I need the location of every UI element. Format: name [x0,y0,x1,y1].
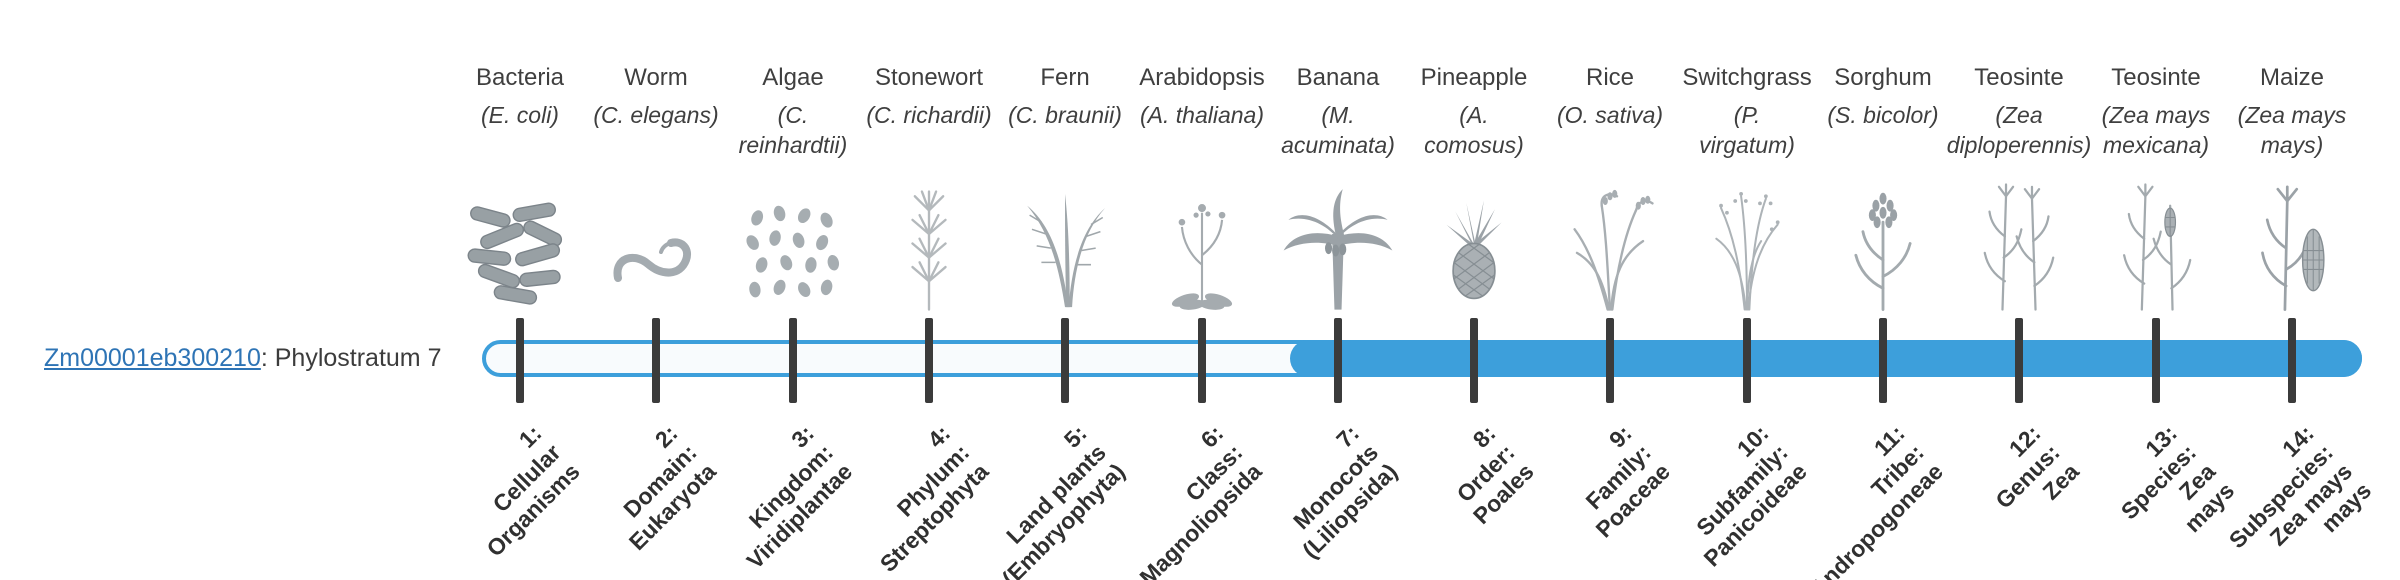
organism-scientific-name: (P. virgatum) [1699,102,1795,158]
organism-scientific-name: (Zea mays mays) [2237,102,2347,158]
organism-scientific-name: (C. reinhardtii) [738,102,848,158]
phylostratum-tick-label: 13: Species: Zea mays [2116,420,2240,538]
phylostratum-tick-label: 6: Class: Magnoliopsida [1134,420,1267,580]
organism-name: Stonewort [874,64,984,91]
organism-scientific-name: (C. richardii) [866,102,992,128]
organism-scientific-name: (S. bicolor) [1827,102,1939,128]
phylostratum-tick [1743,318,1751,403]
algae-illustration [718,172,868,312]
pineapple-illustration [1399,172,1549,312]
switchgrass-illustration [1672,172,1822,312]
fern-illustration [990,172,1140,312]
phylostratum-tick-label: 12: Genus: Zea [1990,420,2084,514]
phylostratum-tick-label: 14: Subspecies: Zea mays mays [2223,420,2376,554]
phylostratum-tick-label: 1: Cellular Organisms [481,420,585,562]
organism-scientific-name: (Zea diploperennis) [1946,102,2092,158]
phylostratum-tick [2288,318,2296,403]
phylostratum-tick-label: 7: Monocots (Liliopsida) [1288,420,1403,564]
phylostratum-tick [2152,318,2160,403]
phylostratum-tick [789,318,797,403]
phylostratum-tick [1198,318,1206,403]
phylostratum-tick [1606,318,1614,403]
phylostratum-tick-label: 8: Order: Poales [1451,420,1539,530]
phylostratum-tick-label: 3: Kingdom: Viridiplantae [741,420,858,574]
organism-name: Teosinte [1974,64,2064,91]
stonewort-illustration [854,172,1004,312]
organism-name: Rice [1585,64,1634,91]
phylostratum-tick [925,318,933,403]
organism-scientific-name: (A. comosus) [1424,102,1524,158]
banana-illustration [1263,172,1413,312]
organism-name: Algae [762,64,824,91]
phylostratum-tick [1879,318,1887,403]
teosinte-mexicana-illustration [2081,172,2231,312]
organism-name: Banana [1296,64,1380,91]
organism-name: Sorghum [1834,64,1932,91]
gene-label: Zm00001eb300210: Phylostratum 7 [44,344,442,373]
phylostrata-bar-filled-region [1290,340,2362,377]
organism-name: Pineapple [1420,64,1528,91]
organism-scientific-name: (M. acuminata) [1281,102,1395,158]
arabidopsis-illustration [1127,172,1277,312]
organism-scientific-name: (C. braunii) [1008,102,1122,128]
maize-illustration [2217,172,2367,312]
phylostratum-tick [1334,318,1342,403]
phylostratum-tick-label: 2: Domain: Eukaryota [618,420,721,556]
phylostratum-tick-label: 11: Tribe: Andropogoneae [1804,420,1948,580]
bacteria-illustration [445,172,595,312]
organism-name: Teosinte [2111,64,2201,91]
organism-scientific-name: (A. thaliana) [1139,102,1264,128]
phylostratum-tick [2015,318,2023,403]
organism-name: Bacteria [475,64,565,91]
phylostratum-tick [1061,318,1069,403]
gene-id-link[interactable]: Zm00001eb300210 [44,344,261,372]
organism-name: Arabidopsis [1139,64,1265,91]
phylostratum-tick [516,318,524,403]
gene-phylostratum-text: : Phylostratum 7 [260,344,442,372]
organism-scientific-name: (C. elegans) [593,102,719,128]
phylostratum-tick [1470,318,1478,403]
organism-name: Maize [2259,64,2325,91]
teosinte-diploperennis-illustration [1944,172,2094,312]
phylostratum-tick-label: 9: Family: Poaceae [1580,420,1675,543]
organism-scientific-name: (E. coli) [481,102,559,128]
rice-illustration [1535,172,1685,312]
phylostratum-tick-label: 5: Land plants (Embryophyta) [996,420,1130,580]
phylostratum-tick [652,318,660,403]
organism-scientific-name: (Zea mays mexicana) [2101,102,2211,158]
organism-scientific-name: (O. sativa) [1556,102,1664,128]
sorghum-illustration [1808,172,1958,312]
organism-name: Fern [1040,64,1090,91]
organism-name: Switchgrass [1682,64,1812,91]
phylostratum-tick-label: 4: Phylum: Streptophyta [874,420,994,577]
worm-illustration [581,172,731,312]
organism-name: Worm [624,64,688,91]
